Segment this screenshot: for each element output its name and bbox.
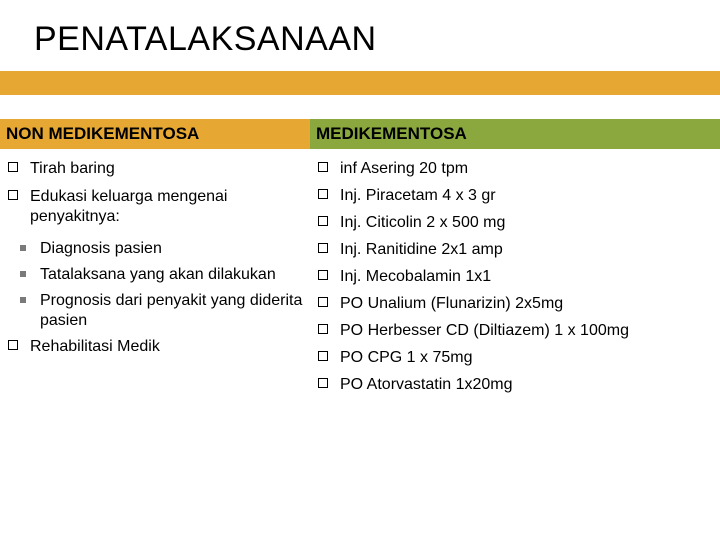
sublist: Diagnosis pasien Tatalaksana yang akan di… xyxy=(2,235,304,331)
square-bullet-icon xyxy=(318,189,328,199)
list-item: Inj. Ranitidine 2x1 amp xyxy=(312,240,714,260)
sublist-item-label: Diagnosis pasien xyxy=(40,240,162,257)
square-bullet-icon xyxy=(318,270,328,280)
list-item-label: Inj. Ranitidine 2x1 amp xyxy=(340,241,503,258)
square-bullet-icon xyxy=(318,324,328,334)
list-item: Edukasi keluarga mengenai penyakitnya: xyxy=(2,187,304,227)
square-bullet-icon xyxy=(8,162,18,172)
column-header-right: MEDIKEMENTOSA xyxy=(310,119,720,149)
list-item-label: PO Atorvastatin 1x20mg xyxy=(340,376,513,393)
title-underline xyxy=(0,71,720,95)
list-item: Inj. Mecobalamin 1x1 xyxy=(312,267,714,287)
list-item: PO CPG 1 x 75mg xyxy=(312,348,714,368)
list-item: Inj. Citicolin 2 x 500 mg xyxy=(312,213,714,233)
list-non-medikementosa: Tirah baring Edukasi keluarga mengenai pe… xyxy=(0,149,310,357)
list-medikementosa: inf Asering 20 tpm Inj. Piracetam 4 x 3 g… xyxy=(310,149,720,395)
square-bullet-icon xyxy=(8,340,18,350)
list-item: Inj. Piracetam 4 x 3 gr xyxy=(312,186,714,206)
sublist-item: Diagnosis pasien xyxy=(18,239,304,259)
column-medikementosa: MEDIKEMENTOSA inf Asering 20 tpm Inj. Pir… xyxy=(310,119,720,402)
list-item: Tirah baring xyxy=(2,159,304,179)
list-item: PO Herbesser CD (Diltiazem) 1 x 100mg xyxy=(312,321,714,341)
list-item-label: Inj. Piracetam 4 x 3 gr xyxy=(340,187,496,204)
sublist-item-label: Prognosis dari penyakit yang diderita pa… xyxy=(40,292,302,329)
square-sub-bullet-icon xyxy=(20,245,26,251)
square-bullet-icon xyxy=(318,162,328,172)
square-bullet-icon xyxy=(318,351,328,361)
list-item-label: Tirah baring xyxy=(30,160,115,177)
list-item-label: PO CPG 1 x 75mg xyxy=(340,349,473,366)
square-bullet-icon xyxy=(8,190,18,200)
list-item: PO Atorvastatin 1x20mg xyxy=(312,375,714,395)
list-item-label: Edukasi keluarga mengenai penyakitnya: xyxy=(30,188,227,225)
list-item-label: PO Herbesser CD (Diltiazem) 1 x 100mg xyxy=(340,322,629,339)
list-item: inf Asering 20 tpm xyxy=(312,159,714,179)
square-sub-bullet-icon xyxy=(20,271,26,277)
list-item-label: inf Asering 20 tpm xyxy=(340,160,468,177)
square-bullet-icon xyxy=(318,378,328,388)
list-item-label: Inj. Mecobalamin 1x1 xyxy=(340,268,491,285)
sublist-item-label: Tatalaksana yang akan dilakukan xyxy=(40,266,276,283)
list-item-label: Rehabilitasi Medik xyxy=(30,338,160,355)
square-sub-bullet-icon xyxy=(20,297,26,303)
column-non-medikementosa: NON MEDIKEMENTOSA Tirah baring Edukasi ke… xyxy=(0,119,310,365)
list-item: PO Unalium (Flunarizin) 2x5mg xyxy=(312,294,714,314)
sublist-item: Prognosis dari penyakit yang diderita pa… xyxy=(18,291,304,331)
square-bullet-icon xyxy=(318,216,328,226)
sublist-item: Tatalaksana yang akan dilakukan xyxy=(18,265,304,285)
list-item: Rehabilitasi Medik xyxy=(2,337,304,357)
column-header-left: NON MEDIKEMENTOSA xyxy=(0,119,310,149)
columns-container: NON MEDIKEMENTOSA Tirah baring Edukasi ke… xyxy=(0,119,720,402)
list-item-label: PO Unalium (Flunarizin) 2x5mg xyxy=(340,295,563,312)
list-item-label: Inj. Citicolin 2 x 500 mg xyxy=(340,214,505,231)
square-bullet-icon xyxy=(318,297,328,307)
page-title: PENATALAKSANAAN xyxy=(0,0,720,65)
square-bullet-icon xyxy=(318,243,328,253)
